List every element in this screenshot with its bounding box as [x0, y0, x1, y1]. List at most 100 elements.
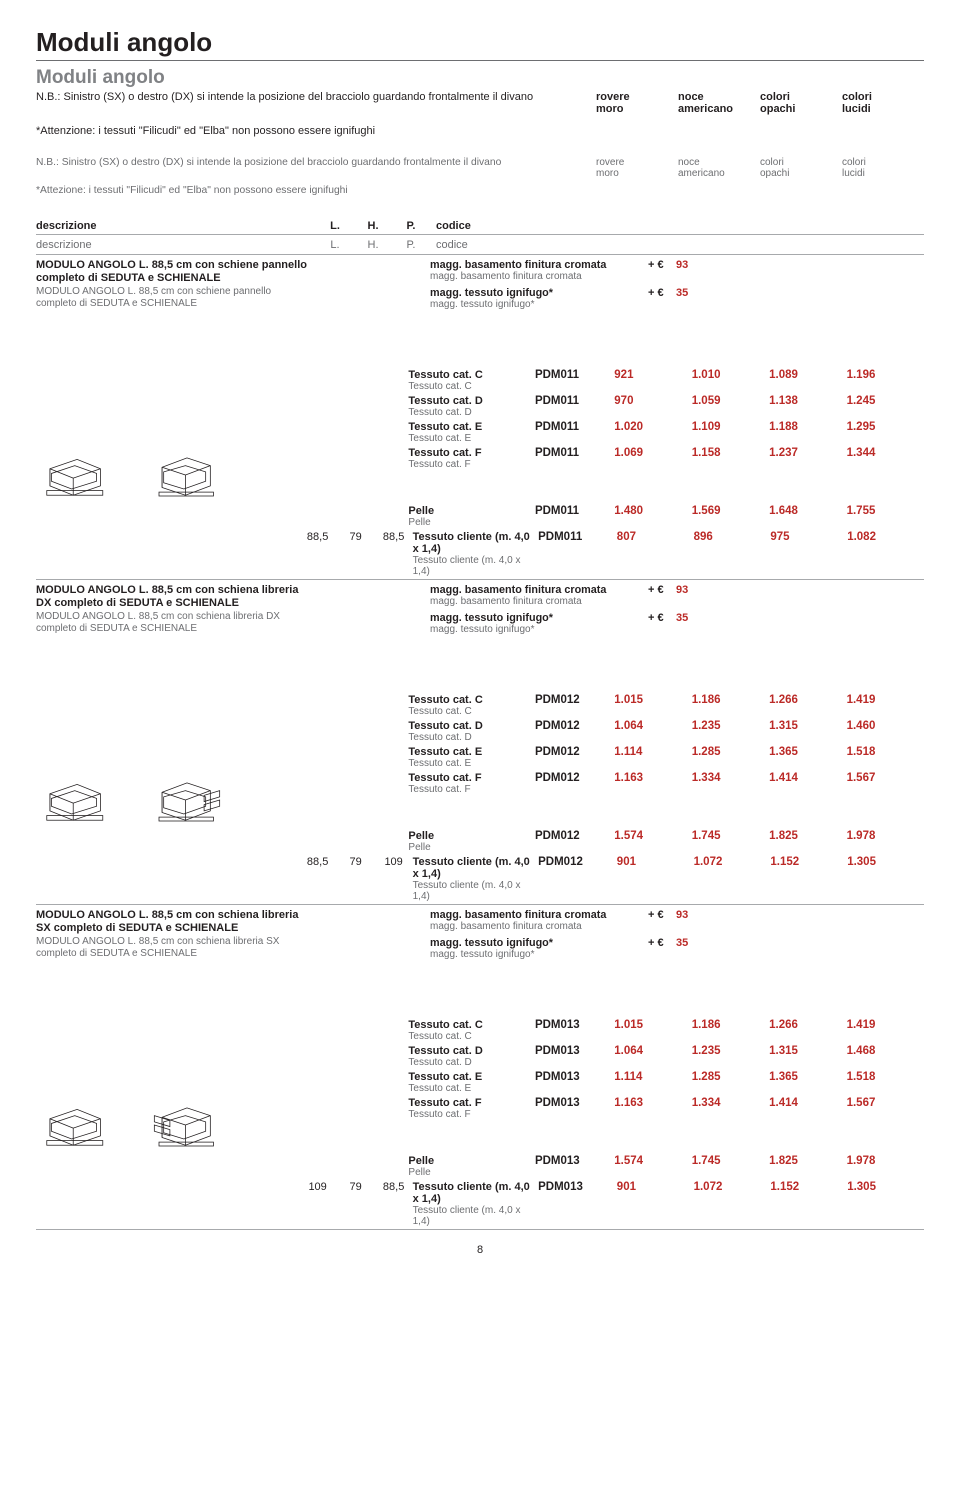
- product-thumb-iso: [42, 772, 120, 828]
- price-2: 1.569: [692, 505, 769, 518]
- price-4: 1.567: [847, 772, 924, 785]
- product-thumb-side: [148, 447, 226, 503]
- product-title-gray: MODULO ANGOLO L. 88,5 cm con schiena lib…: [36, 936, 308, 960]
- magg-basamento-g: magg. basamento finitura cromata: [430, 271, 648, 283]
- price-1: 1.163: [614, 772, 691, 785]
- hdr-L: L.: [316, 220, 354, 233]
- fabric-label: Tessuto cat. E: [408, 746, 535, 758]
- plus-sym: + €: [648, 259, 676, 272]
- price-row: Tessuto cat. C Tessuto cat. C PDM012 1.0…: [36, 694, 924, 718]
- price-3: 1.365: [769, 746, 846, 759]
- table-header-gray: descrizione L. H. P. codice: [36, 239, 924, 252]
- product-code: PDM012: [535, 830, 614, 843]
- plus-val-35: 35: [676, 612, 688, 625]
- nb-note-gray: N.B.: Sinistro (SX) o destro (DX) si int…: [36, 157, 580, 170]
- price-row: Tessuto cat. E Tessuto cat. E PDM011 1.0…: [36, 421, 924, 445]
- price-3: 1.315: [769, 1045, 846, 1058]
- price-2: 1.072: [694, 856, 771, 869]
- finish-header-gray: roveremoro noceamericano coloriopachi co…: [596, 157, 924, 179]
- col-opachi-b: opachi: [760, 103, 842, 115]
- product-title: MODULO ANGOLO L. 88,5 cm con schiena lib…: [36, 909, 308, 935]
- price-row: Pelle Pelle PDM013 1.574 1.745 1.825 1.9…: [36, 1155, 924, 1179]
- plus-val-35: 35: [676, 287, 688, 300]
- magg-ignifugo-g: magg. tessuto ignifugo*: [430, 299, 648, 311]
- price-2: 1.745: [692, 1155, 769, 1168]
- product-code: PDM011: [535, 447, 614, 460]
- fabric-label-g: Pelle: [408, 842, 535, 853]
- fabric-label: Tessuto cat. D: [408, 1045, 535, 1057]
- magg-basamento: magg. basamento finitura cromata: [430, 259, 648, 271]
- hdr-rule: [36, 234, 924, 235]
- price-row: Pelle Pelle PDM011 1.480 1.569 1.648 1.7…: [36, 505, 924, 529]
- product-thumb-iso: [42, 447, 120, 503]
- col-rovere-g: rovere: [596, 157, 678, 168]
- price-4: 1.419: [847, 694, 924, 707]
- fabric-label: Tessuto cliente (m. 4,0 x 1,4): [413, 1181, 539, 1205]
- product-code: PDM011: [535, 505, 614, 518]
- product-code: PDM013: [535, 1071, 614, 1084]
- dim-H: 79: [337, 1181, 375, 1194]
- dim-L: 109: [299, 1181, 337, 1194]
- product-code: PDM012: [535, 746, 614, 759]
- fabric-label: Tessuto cat. C: [408, 694, 535, 706]
- product-code: PDM012: [535, 694, 614, 707]
- fabric-label-g: Tessuto cat. F: [408, 459, 535, 470]
- price-2: 1.285: [692, 746, 769, 759]
- price-row: Tessuto cat. D Tessuto cat. D PDM011 970…: [36, 395, 924, 419]
- fabric-label-g: Tessuto cliente (m. 4,0 x 1,4): [413, 555, 539, 577]
- price-1: 1.574: [614, 830, 691, 843]
- price-3: 1.315: [769, 720, 846, 733]
- col-lucidi-b: lucidi: [842, 103, 924, 115]
- price-2: 1.285: [692, 1071, 769, 1084]
- intro-row-bold: N.B.: Sinistro (SX) o destro (DX) si int…: [36, 91, 924, 115]
- nb-note: N.B.: Sinistro (SX) o destro (DX) si int…: [36, 91, 580, 105]
- product-code: PDM011: [538, 531, 617, 544]
- price-row: Tessuto cat. C Tessuto cat. C PDM013 1.0…: [36, 1019, 924, 1043]
- price-4: 1.978: [847, 1155, 924, 1168]
- price-row: Tessuto cat. E Tessuto cat. E PDM013 1.1…: [36, 1071, 924, 1095]
- table-header-bold: descrizione L. H. P. codice: [36, 220, 924, 233]
- title-rule: [36, 60, 924, 61]
- fabric-label-g: Pelle: [408, 517, 535, 528]
- price-3: 1.237: [769, 447, 846, 460]
- product-code: PDM013: [538, 1181, 617, 1194]
- product-section: MODULO ANGOLO L. 88,5 cm con schiena lib…: [36, 584, 924, 905]
- product-section: MODULO ANGOLO L. 88,5 cm con schiena lib…: [36, 909, 924, 1230]
- price-1: 1.163: [614, 1097, 691, 1110]
- price-4: 1.419: [847, 1019, 924, 1032]
- price-1: 970: [614, 395, 691, 408]
- fabric-label: Tessuto cliente (m. 4,0 x 1,4): [413, 856, 539, 880]
- magg-basamento-g: magg. basamento finitura cromata: [430, 596, 648, 608]
- plus-sym: + €: [648, 287, 676, 300]
- price-2: 1.158: [692, 447, 769, 460]
- col-opachi-a: colori: [760, 91, 842, 103]
- col-americano-g: americano: [678, 168, 760, 179]
- product-code: PDM011: [535, 369, 614, 382]
- magg-ignifugo: magg. tessuto ignifugo*: [430, 287, 648, 299]
- attention-note: *Attenzione: i tessuti "Filicudi" ed "El…: [36, 125, 508, 139]
- product-code: PDM011: [535, 421, 614, 434]
- hdr-H: H.: [354, 220, 392, 233]
- price-4: 1.567: [847, 1097, 924, 1110]
- plus-sym: + €: [648, 937, 676, 950]
- price-4: 1.518: [847, 1071, 924, 1084]
- fabric-label-g: Tessuto cat. E: [408, 433, 535, 444]
- price-2: 1.109: [692, 421, 769, 434]
- fabric-label: Pelle: [408, 1155, 535, 1167]
- price-2: 1.334: [692, 772, 769, 785]
- magg-ignifugo: magg. tessuto ignifugo*: [430, 937, 648, 949]
- dim-P: 109: [375, 856, 413, 869]
- price-4: 1.755: [847, 505, 924, 518]
- product-thumb-side: [148, 772, 226, 828]
- product-section: MODULO ANGOLO L. 88,5 cm con schiene pan…: [36, 259, 924, 580]
- price-2: 1.334: [692, 1097, 769, 1110]
- price-2: 896: [694, 531, 771, 544]
- section-rule: [36, 904, 924, 905]
- price-2: 1.235: [692, 720, 769, 733]
- col-lucidi-a: colori: [842, 91, 924, 103]
- price-1: 1.064: [614, 720, 691, 733]
- intro-row-gray: N.B.: Sinistro (SX) o destro (DX) si int…: [36, 157, 924, 179]
- hdr-P-g: P.: [392, 239, 430, 252]
- fabric-label: Pelle: [408, 830, 535, 842]
- dim-P: 88,5: [375, 1181, 413, 1194]
